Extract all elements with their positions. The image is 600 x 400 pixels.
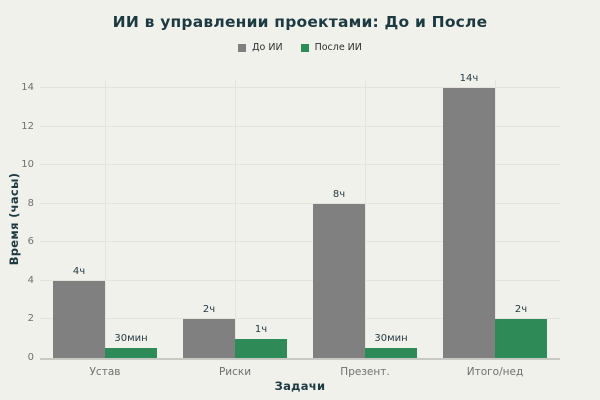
bar-До ИИ-Риски: [183, 319, 235, 358]
legend-label-after: После ИИ: [314, 42, 362, 53]
legend-item-before: До ИИ: [238, 42, 283, 53]
gridline-x-0: [105, 80, 106, 358]
x-axis-title: Задачи: [274, 379, 326, 393]
gridline-y-14: [40, 86, 560, 88]
legend-swatch-after-icon: [300, 43, 309, 52]
gridline-y-2: [40, 318, 560, 320]
bar-value-label: 4ч: [72, 265, 86, 277]
bar-value-label: 2ч: [514, 304, 528, 316]
gridline-y-10: [40, 164, 560, 166]
gridline-x-1: [235, 80, 236, 358]
gridline-y-6: [40, 241, 560, 243]
bar-До ИИ-Презент.: [313, 203, 365, 358]
bar-value-label: 2ч: [202, 304, 216, 316]
legend-swatch-before-icon: [238, 43, 247, 52]
legend-label-before: До ИИ: [252, 42, 283, 53]
bar-value-label: 1ч: [254, 323, 268, 335]
bar-value-label: 30мин: [374, 333, 408, 345]
y-tick-label: 12: [21, 120, 34, 132]
gridline-y-8: [40, 202, 560, 204]
legend: До ИИ После ИИ: [0, 42, 600, 53]
bar-value-label: 14ч: [459, 72, 479, 84]
x-tick-label-Устав: Устав: [89, 366, 121, 378]
gridline-y-12: [40, 125, 560, 127]
y-axis-title: Время (часы): [7, 172, 21, 266]
chart-title: ИИ в управлении проектами: До и После: [112, 13, 488, 31]
y-tick-label: 2: [27, 313, 34, 325]
plot-area: 0 2 4 6 8 10 12 14 4ч 2ч 8ч 14ч 30мин 1ч 30мин 2ч Устав Р…: [21, 73, 560, 378]
bar-value-label: 8ч: [332, 188, 346, 200]
bar-value-label: 30мин: [114, 333, 148, 345]
x-tick-label-Презент.: Презент.: [340, 366, 390, 378]
gridline-x-2: [365, 80, 366, 358]
gridline-y-4: [40, 279, 560, 281]
y-tick-label: 6: [27, 236, 34, 248]
gridline-x-3: [495, 80, 496, 358]
y-tick-label: 0: [27, 352, 34, 363]
y-tick-label: 8: [27, 197, 34, 209]
x-axis-line: [40, 358, 560, 360]
x-tick-label-Риски: Риски: [218, 366, 252, 378]
bar-До ИИ-Устав: [53, 280, 105, 358]
x-tick-label-Итого/нед: Итого/нед: [466, 366, 524, 378]
bar-После ИИ-Риски: [235, 338, 287, 358]
bar-До ИИ-Итого/нед: [443, 87, 495, 358]
y-tick-label: 14: [21, 81, 34, 93]
bar-После ИИ-Устав: [105, 348, 157, 358]
bar-После ИИ-Итого/нед: [495, 319, 547, 358]
y-tick-label: 10: [21, 159, 34, 171]
y-tick-label: 4: [27, 274, 34, 286]
legend-item-after: После ИИ: [300, 42, 362, 53]
bar-После ИИ-Презент.: [365, 348, 417, 358]
